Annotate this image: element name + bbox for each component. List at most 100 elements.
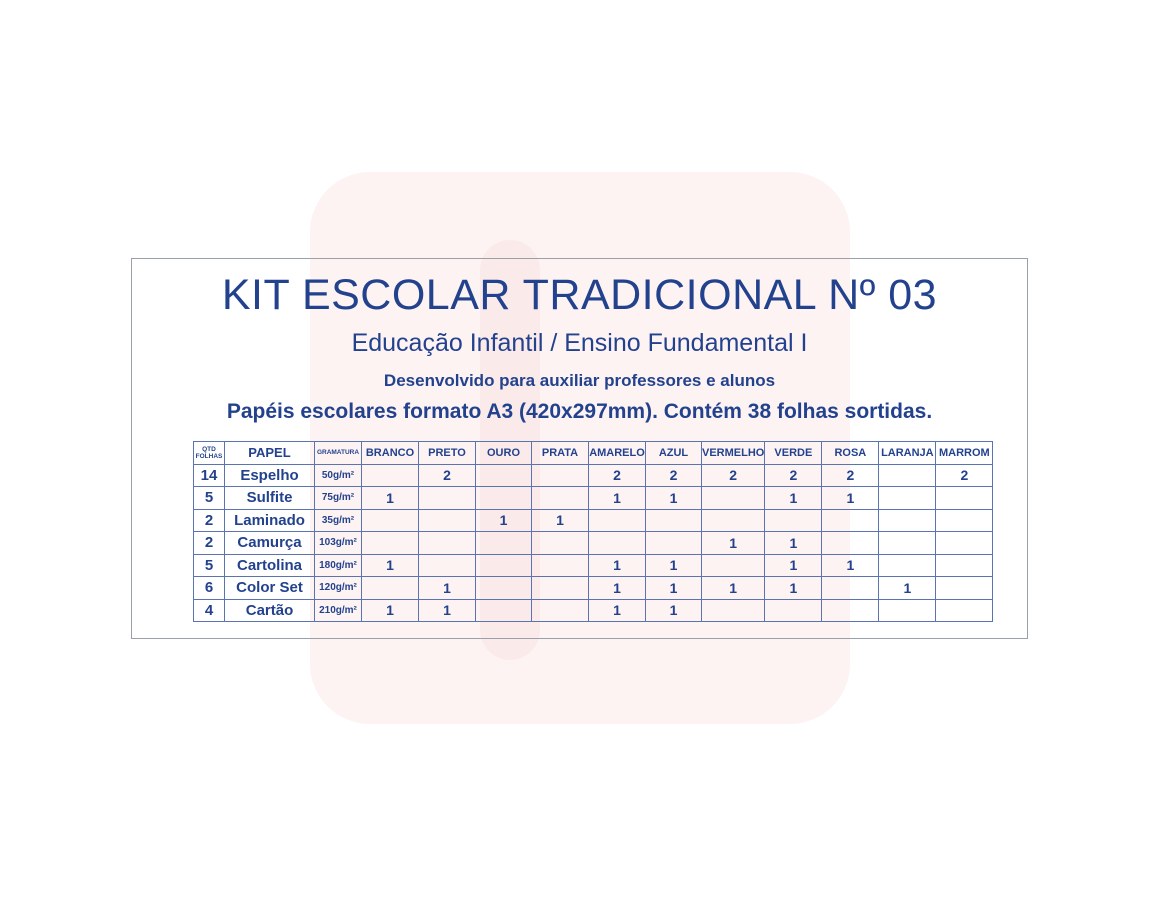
contents-table: QTD FOLHAS PAPEL GRAMATURA BRANCO PRETO OURO P… <box>193 441 994 622</box>
column-header: BRANCO <box>361 441 419 465</box>
column-header: QTD FOLHAS <box>193 441 225 465</box>
color-count-cell: 1 <box>361 486 419 510</box>
color-count-cell <box>418 553 476 577</box>
weight-cell: 75g/m² <box>314 486 362 510</box>
color-count-cell <box>475 576 532 600</box>
color-count-cell <box>475 531 532 555</box>
color-count-cell <box>418 531 476 555</box>
color-count-cell <box>418 508 476 532</box>
color-count-cell: 1 <box>764 531 823 555</box>
color-count-cell <box>935 486 994 510</box>
color-count-cell: 1 <box>764 576 823 600</box>
color-count-cell <box>700 598 766 622</box>
column-header: PRETO <box>418 441 476 465</box>
color-count-cell <box>935 598 994 622</box>
color-count-cell: 2 <box>418 463 476 487</box>
color-count-cell <box>935 553 994 577</box>
color-count-cell: 2 <box>588 463 646 487</box>
paper-name-cell: Laminado <box>224 508 315 532</box>
paper-name-cell: Camurça <box>224 531 315 555</box>
product-label: KIT ESCOLAR TRADICIONAL Nº 03 Educação I… <box>131 258 1028 639</box>
tagline: Desenvolvido para auxiliar professores e… <box>383 371 776 390</box>
weight-cell: 50g/m² <box>314 463 362 487</box>
paper-name-cell: Cartolina <box>224 553 315 577</box>
color-count-cell: 1 <box>588 486 646 510</box>
color-count-cell: 1 <box>700 576 766 600</box>
color-count-cell: 1 <box>700 531 766 555</box>
quantity-cell: 2 <box>193 508 225 532</box>
color-count-cell <box>361 531 419 555</box>
color-count-cell <box>531 531 589 555</box>
color-count-cell: 1 <box>418 576 476 600</box>
paper-name-cell: Sulfite <box>224 486 315 510</box>
column-header: ROSA <box>821 441 880 465</box>
color-count-cell <box>475 486 532 510</box>
color-count-cell <box>361 508 419 532</box>
column-header: AZUL <box>645 441 702 465</box>
color-count-cell <box>531 576 589 600</box>
color-count-cell <box>878 463 937 487</box>
paper-name-cell: Espelho <box>224 463 315 487</box>
color-count-cell <box>764 508 823 532</box>
color-count-cell <box>588 531 646 555</box>
color-count-cell <box>531 598 589 622</box>
column-header: AMARELO <box>588 441 646 465</box>
weight-cell: 180g/m² <box>314 553 362 577</box>
color-count-cell: 1 <box>645 553 702 577</box>
color-count-cell: 1 <box>764 486 823 510</box>
quantity-cell: 5 <box>193 486 225 510</box>
color-count-cell <box>645 508 702 532</box>
color-count-cell: 1 <box>821 486 880 510</box>
color-count-cell <box>700 508 766 532</box>
color-count-cell <box>764 598 823 622</box>
color-count-cell <box>475 553 532 577</box>
color-count-cell: 1 <box>418 598 476 622</box>
color-count-cell: 2 <box>821 463 880 487</box>
color-count-cell <box>821 598 880 622</box>
color-count-cell <box>935 531 994 555</box>
color-count-cell <box>700 486 766 510</box>
color-count-cell: 1 <box>361 553 419 577</box>
color-count-cell: 2 <box>700 463 766 487</box>
paper-name-cell: Cartão <box>224 598 315 622</box>
color-count-cell <box>418 486 476 510</box>
table-row: 2 Laminado 35g/m² 1 1 <box>193 508 994 532</box>
title: KIT ESCOLAR TRADICIONAL Nº 03 <box>221 271 938 319</box>
color-count-cell: 1 <box>645 598 702 622</box>
color-count-cell: 1 <box>361 598 419 622</box>
color-count-cell <box>475 598 532 622</box>
color-count-cell: 1 <box>588 598 646 622</box>
color-count-cell <box>475 463 532 487</box>
color-count-cell: 1 <box>531 508 589 532</box>
color-count-cell <box>645 531 702 555</box>
weight-cell: 103g/m² <box>314 531 362 555</box>
column-header: LARANJA <box>878 441 937 465</box>
column-header: PAPEL <box>224 441 315 465</box>
quantity-cell: 5 <box>193 553 225 577</box>
color-count-cell <box>361 576 419 600</box>
color-count-cell <box>878 553 937 577</box>
color-count-cell: 2 <box>645 463 702 487</box>
color-count-cell <box>821 576 880 600</box>
color-count-cell <box>935 508 994 532</box>
subtitle: Educação Infantil / Ensino Fundamental I <box>351 329 808 357</box>
color-count-cell <box>821 531 880 555</box>
table-row: 14 Espelho 50g/m² 2 2 2 2 2 2 2 <box>193 463 994 487</box>
table-row: 6 Color Set 120g/m² 1 1 1 1 1 1 <box>193 576 994 600</box>
color-count-cell <box>361 463 419 487</box>
quantity-cell: 6 <box>193 576 225 600</box>
color-count-cell: 1 <box>475 508 532 532</box>
color-count-cell: 2 <box>935 463 994 487</box>
quantity-cell: 4 <box>193 598 225 622</box>
color-count-cell <box>700 553 766 577</box>
color-count-cell <box>878 531 937 555</box>
color-count-cell: 1 <box>878 576 937 600</box>
color-count-cell: 1 <box>588 553 646 577</box>
column-header: GRAMATURA <box>314 441 362 465</box>
color-count-cell: 1 <box>764 553 823 577</box>
table-row: 5 Cartolina 180g/m² 1 1 1 1 1 <box>193 553 994 577</box>
color-count-cell <box>531 553 589 577</box>
color-count-cell <box>878 508 937 532</box>
weight-cell: 35g/m² <box>314 508 362 532</box>
table-row: 5 Sulfite 75g/m² 1 1 1 1 1 <box>193 486 994 510</box>
